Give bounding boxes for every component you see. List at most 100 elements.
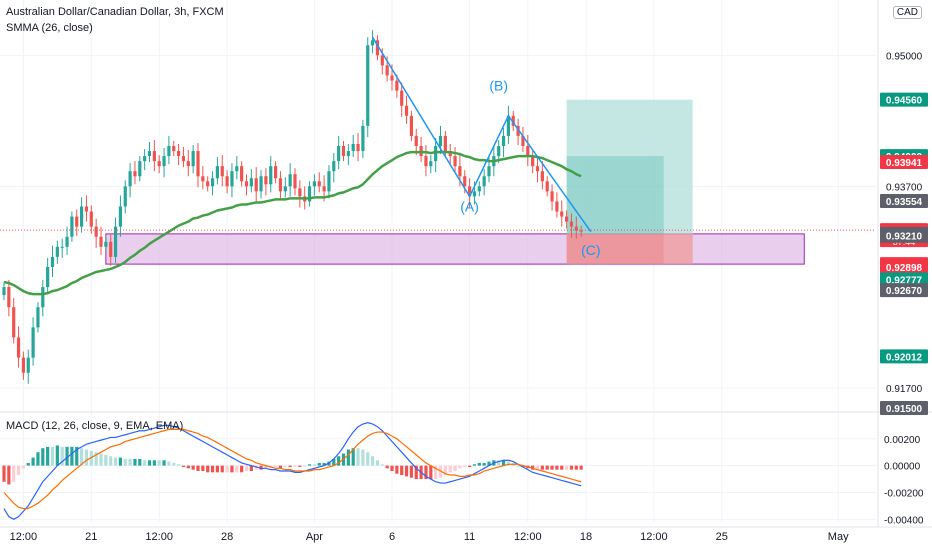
macd-histogram-bar [172,462,176,466]
candle-body [186,161,190,167]
macd-histogram-bar [259,465,263,470]
macd-histogram-bar [210,465,215,473]
candle-body [157,161,161,167]
candle-body [458,166,462,177]
candle-body [366,45,370,126]
macd-histogram-bar [472,464,477,466]
macd-histogram-bar [26,462,30,466]
candle-body [31,327,35,358]
macd-histogram-bar [317,462,321,466]
candle-body [531,156,535,167]
macd-histogram-bar [274,465,278,467]
macd-histogram-bar [312,464,316,466]
price-label: 0.92777 [886,275,923,286]
price-label-bg [880,155,928,170]
time-tick-label: 12:00 [10,531,38,543]
macd-histogram-bar [113,457,118,466]
candle-body [346,151,350,157]
macd-histogram-bar [133,458,137,466]
macd-histogram-bar [186,465,190,469]
macd-histogram-bar [230,465,234,473]
time-tick-label: 25 [716,531,728,543]
candle-body [288,174,292,187]
candle-body [12,307,16,338]
price-label-bg [880,349,928,364]
target-zone[interactable] [566,99,693,234]
macd-histogram-bar [244,465,249,471]
macd-histogram-bar [535,465,540,470]
macd-histogram-bar [579,465,583,470]
candle-body [317,181,321,187]
candle-body [395,80,399,91]
price-label-bg [880,283,928,298]
macd-histogram-bar [414,465,418,480]
candle-body [526,146,530,157]
macd-histogram-bar [322,462,326,466]
candle-body [312,181,316,187]
macd-histogram-bar [545,465,549,470]
price-label: 0.92670 [886,286,923,297]
filled-target-zone [566,156,664,234]
candle-body [249,178,253,187]
candle-body [322,186,326,192]
macd-histogram-bar [31,457,35,466]
price-label-bg [880,228,928,243]
macd-histogram-bar [41,448,45,466]
price-label: 0.93554 [886,197,923,208]
price-label-bg [880,272,928,287]
candle-body [283,186,287,192]
candle-body [341,146,346,157]
stop-zone[interactable] [566,233,693,265]
macd-tick-label: -0.00400 [884,515,924,526]
macd-legend: MACD (12, 26, close, 9, EMA, EMA) [6,420,184,432]
macd-histogram-bar [138,458,142,466]
macd-histogram-bar [60,446,64,466]
macd-histogram-bar [298,465,302,467]
candle-body [113,226,118,257]
candle-body [80,206,84,227]
macd-histogram-bar [94,452,98,466]
currency-badge[interactable]: CAD [892,6,922,19]
macd-histogram-bar [177,464,181,466]
time-tick-label: 12:00 [145,531,173,543]
candle-body [99,236,103,247]
candle-body [177,151,181,157]
candle-body [36,307,40,328]
support-zone[interactable] [105,233,805,265]
candle-body [118,206,122,227]
smma-line [3,150,582,296]
macd-histogram-bar [152,460,156,466]
macd-histogram-bar [560,465,564,470]
candle-body [240,166,244,182]
macd-histogram-bar [104,454,108,466]
candle-body [143,156,147,162]
candle-body [191,151,195,167]
macd-histogram-bar [395,465,399,474]
candle-body [351,144,355,152]
macd-histogram-bar [453,465,457,471]
abc-pattern-line[interactable] [371,36,592,233]
macd-histogram-bar [501,460,506,466]
macd-histogram-bar [516,465,520,467]
signal-line [3,428,582,510]
candle-body [560,211,564,217]
candle-body [565,216,569,222]
candle-body [468,186,472,197]
candle-body [89,211,93,227]
candle-body [569,221,574,227]
macd-tick-label: 0.00200 [884,435,921,446]
candle-body [463,176,467,187]
candle-body [206,181,210,187]
time-tick-label: Apr [306,531,323,543]
macd-histogram-bar [371,456,375,466]
candle-body [41,287,45,308]
macd-histogram-bar [443,465,447,476]
price-label-bg [880,92,928,107]
time-tick-label: 12:00 [514,531,542,543]
candle-body [259,176,263,192]
candle-body [409,115,413,136]
macd-histogram-bar [65,446,69,466]
price-label-bg [880,260,928,275]
